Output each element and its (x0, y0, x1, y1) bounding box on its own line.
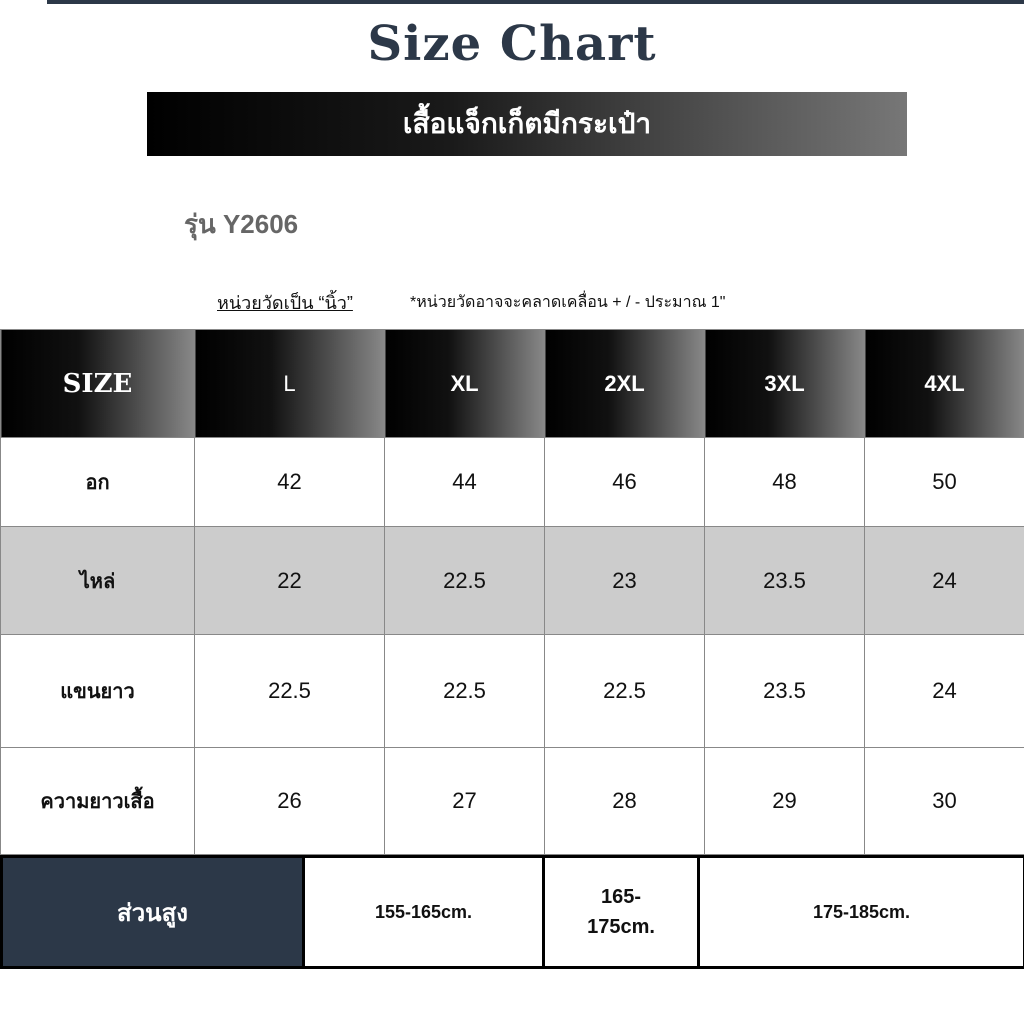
table-row: ความยาวเสื้อ 26 27 28 29 30 (0, 747, 1024, 855)
tolerance-note: *หน่วยวัดอาจจะคลาดเคลื่อน + / - ประมาณ 1… (410, 294, 726, 311)
cell: 48 (704, 437, 865, 527)
top-rule (47, 0, 1024, 4)
header-4xl: 4XL (864, 329, 1024, 438)
page-title: Size Chart (367, 16, 657, 72)
height-label: ส่วนสูง (0, 855, 305, 969)
cell: 22.5 (544, 634, 705, 748)
row-label: แขนยาว (0, 634, 195, 748)
header-xl: XL (384, 329, 545, 438)
cell: 42 (194, 437, 385, 527)
cell: 22.5 (384, 526, 545, 635)
cell: 28 (544, 747, 705, 855)
height-range: 165-175cm. (542, 855, 700, 969)
cell: 22.5 (194, 634, 385, 748)
cell: 26 (194, 747, 385, 855)
header-2xl: 2XL (544, 329, 705, 438)
height-table: ส่วนสูง 155-165cm. 165-175cm. 175-185cm. (0, 855, 1024, 969)
cell: 50 (864, 437, 1024, 527)
height-range: 155-165cm. (302, 855, 545, 969)
header-size: SIZE (0, 329, 195, 438)
cell: 44 (384, 437, 545, 527)
cell: 24 (864, 526, 1024, 635)
unit-label: หน่วยวัดเป็น “นิ้ว” (217, 293, 353, 313)
table-row: ไหล่ 22 22.5 23 23.5 24 (0, 526, 1024, 635)
cell: 23.5 (704, 526, 865, 635)
cell: 23.5 (704, 634, 865, 748)
model-number: รุ่น Y2606 (184, 209, 299, 239)
height-range: 175-185cm. (697, 855, 1024, 969)
header-row: SIZE L XL 2XL 3XL 4XL (0, 329, 1024, 438)
row-label: ไหล่ (0, 526, 195, 635)
cell: 46 (544, 437, 705, 527)
product-banner: เสื้อแจ็กเก็ตมีกระเป๋า (147, 92, 907, 156)
cell: 23 (544, 526, 705, 635)
row-label: ความยาวเสื้อ (0, 747, 195, 855)
header-l: L (194, 329, 385, 438)
table-row: แขนยาว 22.5 22.5 22.5 23.5 24 (0, 634, 1024, 748)
cell: 24 (864, 634, 1024, 748)
row-label: อก (0, 437, 195, 527)
table-row: อก 42 44 46 48 50 (0, 437, 1024, 527)
header-3xl: 3XL (704, 329, 865, 438)
cell: 29 (704, 747, 865, 855)
cell: 27 (384, 747, 545, 855)
size-table: SIZE L XL 2XL 3XL 4XL อก 42 44 46 48 50 … (0, 329, 1024, 855)
cell: 30 (864, 747, 1024, 855)
cell: 22 (194, 526, 385, 635)
cell: 22.5 (384, 634, 545, 748)
